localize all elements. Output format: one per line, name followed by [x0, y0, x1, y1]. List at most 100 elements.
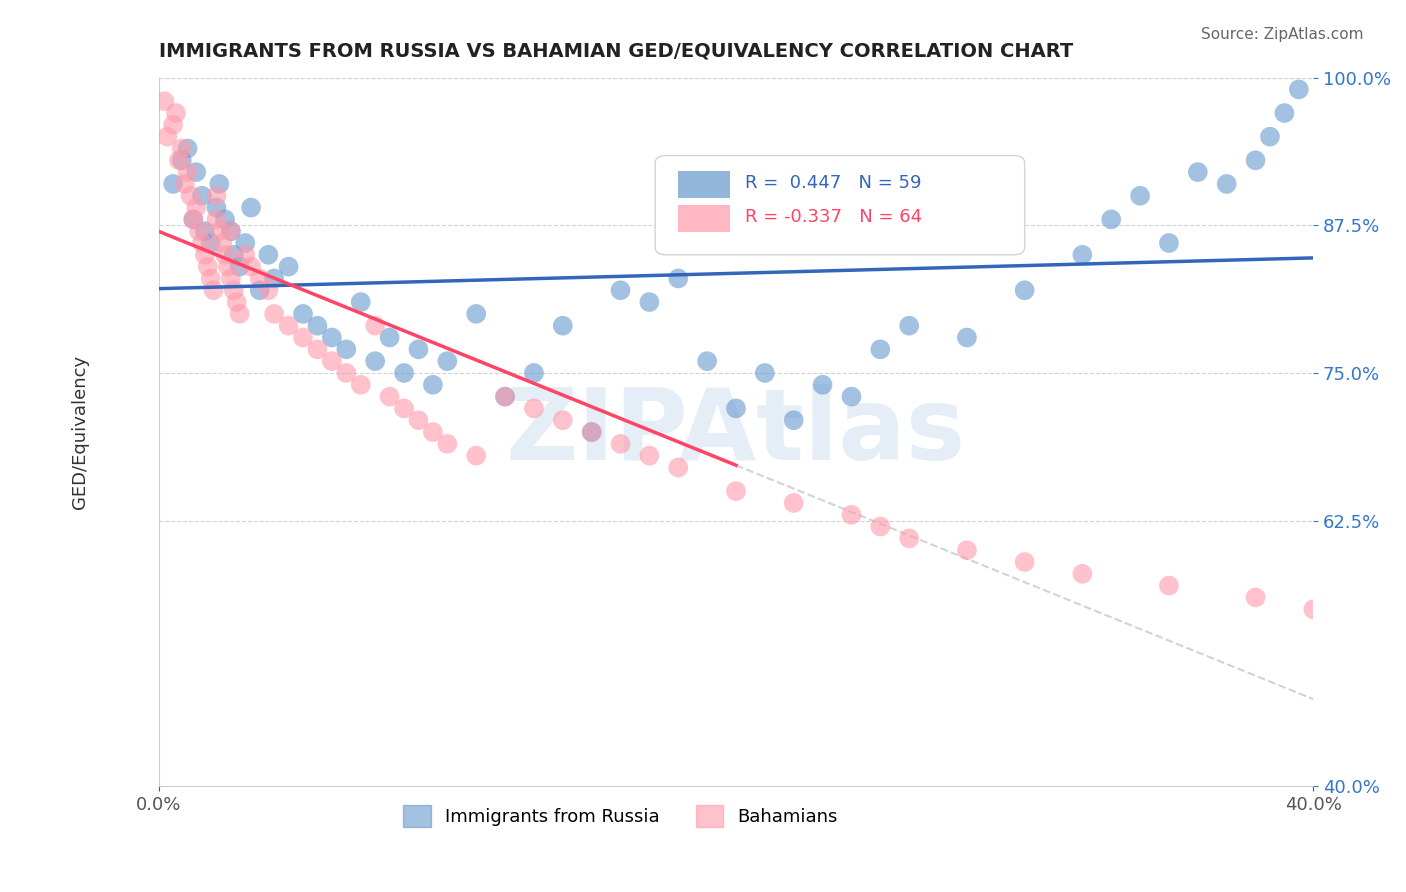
FancyBboxPatch shape	[655, 155, 1025, 255]
Point	[191, 188, 214, 202]
Point	[551, 318, 574, 333]
Point	[165, 106, 187, 120]
Point	[1244, 153, 1267, 168]
Point	[1071, 566, 1094, 581]
Point	[197, 260, 219, 274]
Point	[494, 390, 516, 404]
Point	[869, 343, 891, 357]
Point	[214, 212, 236, 227]
Point	[225, 295, 247, 310]
Point	[249, 283, 271, 297]
Text: Source: ZipAtlas.com: Source: ZipAtlas.com	[1201, 27, 1364, 42]
Point	[277, 318, 299, 333]
Point	[666, 460, 689, 475]
Point	[162, 177, 184, 191]
Point	[392, 401, 415, 416]
Point	[205, 212, 228, 227]
Point	[422, 377, 444, 392]
Point	[167, 153, 190, 168]
Point	[724, 484, 747, 499]
Point	[1274, 106, 1296, 120]
Point	[188, 224, 211, 238]
Point	[205, 188, 228, 202]
Point	[364, 354, 387, 368]
Point	[205, 201, 228, 215]
Point	[408, 413, 430, 427]
Point	[898, 532, 921, 546]
Point	[638, 295, 661, 310]
Point	[186, 165, 208, 179]
Point	[228, 260, 250, 274]
Point	[956, 543, 979, 558]
Point	[179, 188, 201, 202]
Point	[696, 354, 718, 368]
FancyBboxPatch shape	[678, 171, 730, 198]
Point	[1071, 248, 1094, 262]
Point	[277, 260, 299, 274]
Point	[191, 235, 214, 250]
Point	[257, 248, 280, 262]
Point	[173, 177, 195, 191]
Point	[181, 212, 204, 227]
FancyBboxPatch shape	[678, 205, 730, 232]
Point	[898, 318, 921, 333]
Point	[465, 449, 488, 463]
Point	[219, 224, 242, 238]
Point	[208, 177, 231, 191]
Point	[841, 508, 863, 522]
Point	[841, 390, 863, 404]
Point	[1099, 212, 1122, 227]
Point	[202, 283, 225, 297]
Point	[219, 271, 242, 285]
Point	[228, 307, 250, 321]
Point	[523, 401, 546, 416]
Point	[436, 354, 458, 368]
Point	[436, 437, 458, 451]
Point	[754, 366, 776, 380]
Point	[609, 437, 631, 451]
Point	[1014, 283, 1036, 297]
Point	[378, 390, 401, 404]
Point	[307, 318, 329, 333]
Point	[364, 318, 387, 333]
Point	[494, 390, 516, 404]
Point	[321, 354, 343, 368]
Point	[186, 201, 208, 215]
Legend: Immigrants from Russia, Bahamians: Immigrants from Russia, Bahamians	[396, 797, 845, 834]
Point	[170, 141, 193, 155]
Text: IMMIGRANTS FROM RUSSIA VS BAHAMIAN GED/EQUIVALENCY CORRELATION CHART: IMMIGRANTS FROM RUSSIA VS BAHAMIAN GED/E…	[159, 42, 1073, 61]
Point	[1187, 165, 1209, 179]
Point	[1157, 235, 1180, 250]
Point	[176, 141, 198, 155]
Point	[181, 212, 204, 227]
Point	[956, 330, 979, 344]
Point	[523, 366, 546, 380]
Point	[233, 235, 256, 250]
Point	[783, 496, 806, 510]
Point	[240, 201, 263, 215]
Point	[350, 295, 373, 310]
Point	[1302, 602, 1324, 616]
Point	[1014, 555, 1036, 569]
Point	[465, 307, 488, 321]
Point	[194, 224, 217, 238]
Point	[1258, 129, 1281, 144]
Point	[214, 248, 236, 262]
Point	[263, 271, 285, 285]
Point	[292, 330, 315, 344]
Point	[249, 271, 271, 285]
Point	[335, 343, 357, 357]
Point	[200, 235, 222, 250]
Point	[219, 224, 242, 238]
Text: R = -0.337   N = 64: R = -0.337 N = 64	[745, 208, 922, 226]
Point	[408, 343, 430, 357]
Point	[811, 377, 834, 392]
Point	[257, 283, 280, 297]
Point	[162, 118, 184, 132]
Point	[263, 307, 285, 321]
Point	[724, 401, 747, 416]
Point	[200, 271, 222, 285]
Point	[783, 413, 806, 427]
Point	[609, 283, 631, 297]
Point	[335, 366, 357, 380]
